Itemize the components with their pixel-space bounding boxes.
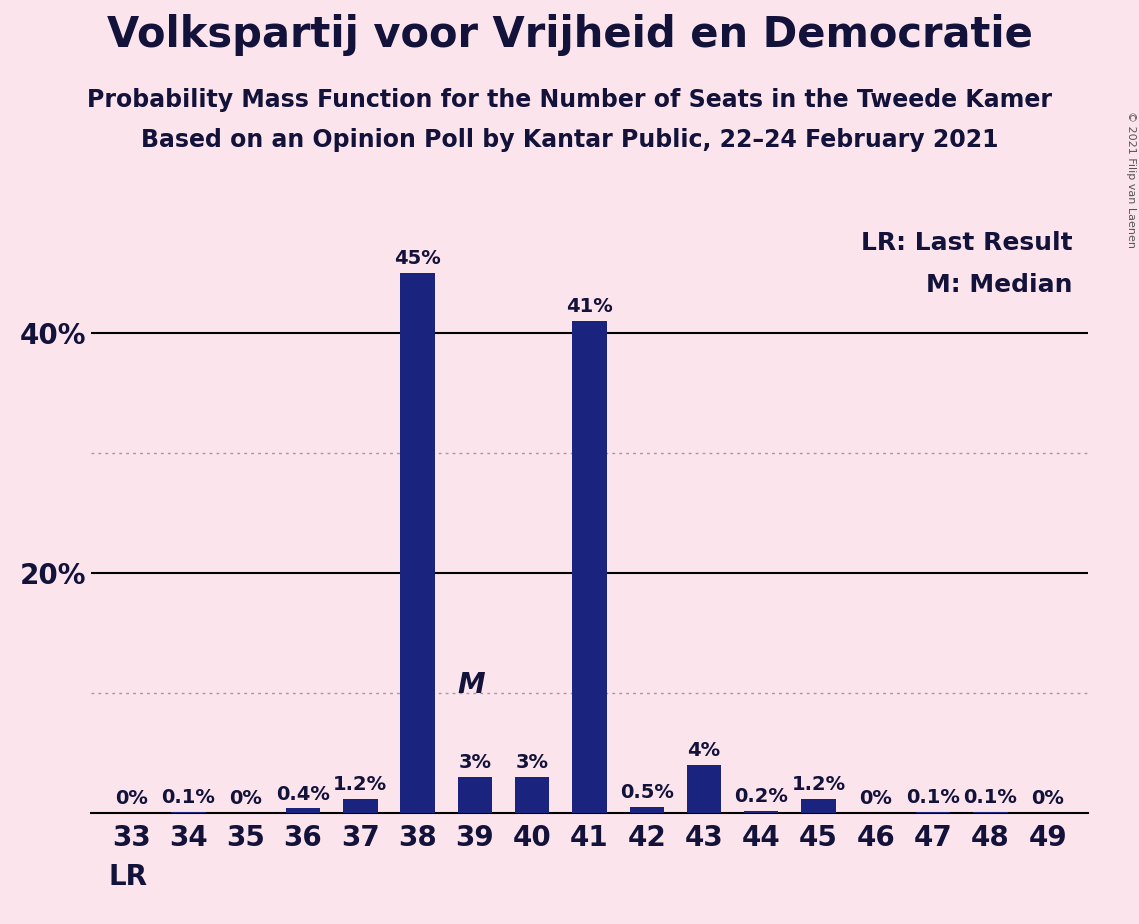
Text: 0%: 0%: [229, 789, 262, 808]
Text: Probability Mass Function for the Number of Seats in the Tweede Kamer: Probability Mass Function for the Number…: [87, 88, 1052, 112]
Text: 3%: 3%: [516, 753, 549, 772]
Text: 0%: 0%: [1031, 789, 1064, 808]
Text: 0%: 0%: [860, 789, 892, 808]
Text: 0%: 0%: [115, 789, 148, 808]
Bar: [401, 273, 435, 813]
Text: 1.2%: 1.2%: [792, 775, 845, 794]
Bar: [916, 812, 950, 813]
Bar: [515, 777, 549, 813]
Bar: [286, 808, 320, 813]
Bar: [572, 321, 607, 813]
Text: 41%: 41%: [566, 297, 613, 316]
Text: LR: LR: [108, 863, 147, 891]
Text: 0.1%: 0.1%: [964, 788, 1017, 808]
Bar: [343, 798, 377, 813]
Bar: [687, 765, 721, 813]
Bar: [458, 777, 492, 813]
Text: © 2021 Filip van Laenen: © 2021 Filip van Laenen: [1126, 111, 1136, 248]
Text: 3%: 3%: [458, 753, 491, 772]
Text: Volkspartij voor Vrijheid en Democratie: Volkspartij voor Vrijheid en Democratie: [107, 14, 1032, 55]
Text: 0.5%: 0.5%: [620, 784, 673, 802]
Text: 45%: 45%: [394, 249, 441, 268]
Bar: [973, 812, 1008, 813]
Text: M: M: [458, 671, 485, 699]
Text: M: Median: M: Median: [926, 273, 1073, 297]
Bar: [171, 812, 206, 813]
Text: Based on an Opinion Poll by Kantar Public, 22–24 February 2021: Based on an Opinion Poll by Kantar Publi…: [141, 128, 998, 152]
Text: 0.4%: 0.4%: [276, 784, 330, 804]
Bar: [744, 810, 778, 813]
Bar: [630, 808, 664, 813]
Text: 0.1%: 0.1%: [162, 788, 215, 808]
Text: 1.2%: 1.2%: [334, 775, 387, 794]
Text: 0.1%: 0.1%: [907, 788, 960, 808]
Text: LR: Last Result: LR: Last Result: [861, 231, 1073, 254]
Bar: [802, 798, 836, 813]
Text: 0.2%: 0.2%: [735, 787, 788, 806]
Text: 4%: 4%: [688, 741, 721, 760]
